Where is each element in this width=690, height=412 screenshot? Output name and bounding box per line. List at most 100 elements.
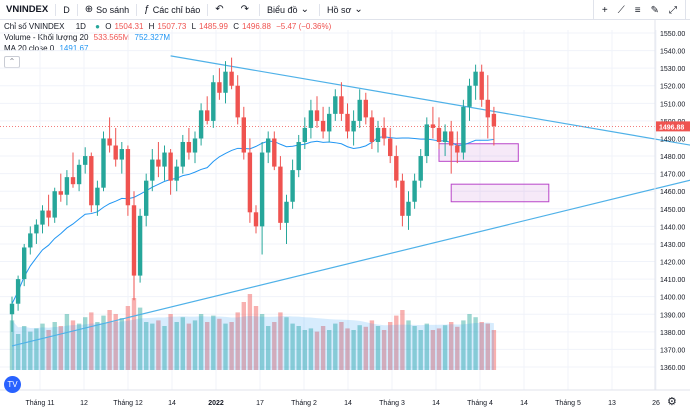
volume-bar [455,326,460,370]
undo-button[interactable]: ↶ [208,0,233,20]
gear-icon[interactable]: ⚙ [667,396,677,408]
redo-icon: ↷ [240,4,250,15]
volume-bar [131,298,137,370]
volume-bar [168,314,173,370]
candle-body [406,201,411,216]
x-tick-label: 14 [344,400,352,407]
volume-bar [339,322,344,370]
ma-label: MA 20 close 0 [4,44,55,53]
brush-icon[interactable]: ✎ [650,4,659,16]
candle-body [46,210,51,218]
x-tick-label: Tháng 4 [467,400,493,407]
candle-body [442,131,448,142]
candle-body [339,96,344,114]
volume-bar [308,328,314,370]
last-price-label: 1496.88 [659,124,684,131]
candle-body [131,205,137,276]
candle-body [418,156,423,181]
volume-bar [357,325,362,370]
volume-bar [28,331,33,370]
y-tick-label: 1550.00 [660,31,685,38]
cursor-icon[interactable]: + [601,4,608,16]
volume-bar [375,326,381,370]
volume-label: Volume - Khối lượng 20 [4,33,89,42]
symbol-search[interactable]: VNINDEX [6,4,49,15]
fullscreen-icon[interactable]: ⤢ [669,4,677,16]
fib-icon[interactable]: ≡ [634,4,641,16]
candle-body [491,113,497,127]
candle-body [412,180,417,202]
candle-body [174,166,179,181]
volume-bar [381,330,387,370]
volume-bar [9,320,15,370]
volume-ma-area [12,315,494,370]
y-tick-label: 1370.00 [660,347,685,354]
x-tick-label: 13 [608,400,616,407]
trend-line [170,55,690,146]
volume-bar [284,317,289,370]
volume-bar [180,317,185,370]
volume-bar [107,310,112,370]
y-tick-label: 1470.00 [660,172,685,179]
candle-body [76,164,82,185]
volume-bar [186,323,192,370]
price-chart[interactable]: 1360.00 1370.00 1380.00 1390.00 1400.00 1410.… [0,20,690,412]
indicators-button[interactable]: ƒ Các chỉ báo [137,0,207,20]
volume-bar [418,330,423,370]
redo-button[interactable]: ↷ [234,0,259,20]
volume-bar [327,330,332,370]
compare-button[interactable]: ⊕ So sánh [78,0,136,20]
drawing-tools: + ⟋ ≡ ✎ ⤢ [592,0,686,20]
volume-bar [388,322,393,370]
volume-bar [198,314,204,370]
chart-style-button[interactable]: Biểu đồ ⌄ [260,0,319,20]
x-tick-label: Tháng 12 [113,400,143,407]
candle-body [388,138,393,157]
volume-bar [473,317,478,370]
interval-button[interactable]: D [63,4,70,15]
candle-body [235,85,240,118]
x-tick-label: 26 [652,400,660,407]
candle-body [180,141,185,167]
trend-line-icon[interactable]: ⟋ [617,4,625,16]
candle-body [449,131,454,146]
volume-bar [351,330,356,370]
volume-bar [394,315,399,370]
volume-bar [424,323,429,370]
volume-bar [449,322,454,370]
candle-body [156,159,161,167]
candle-body [9,303,15,315]
template-label: Hồ sơ [326,4,352,15]
candle-body [320,120,326,132]
legend-interval: 1D [75,22,86,31]
volume-bar [40,323,45,370]
volume-bar [150,323,155,370]
volume-bar [34,328,39,370]
volume-bar [217,318,222,370]
y-tick-label: 1450.00 [660,207,685,214]
toolbar-divider [76,3,78,16]
collapse-legend-button[interactable]: ⌃ [4,56,20,68]
x-tick-label: Tháng 2 [291,400,317,407]
candle-body [113,145,118,160]
volume-bar [461,320,466,370]
volume-bar [95,322,100,370]
template-button[interactable]: Hồ sơ ⌄ [320,0,373,20]
last-price-badge [656,121,690,132]
legend-ma: MA 20 close 0 1491.67 [4,44,91,53]
undo-icon: ↶ [215,4,224,15]
candle-body [229,71,234,86]
candle-body [107,138,112,146]
plus-icon: ⊕ [84,4,94,15]
ma-value: 1491.67 [59,44,89,53]
candle-body [217,82,222,93]
x-tick-label: 2022 [208,400,224,407]
volume-bar [156,320,161,370]
tradingview-logo[interactable]: TV [4,376,21,393]
candle-body [381,127,387,139]
volume-value: 533.565M [93,33,130,42]
volume-bar [412,326,417,370]
y-tick-label: 1510.00 [660,101,685,108]
volume-bar [314,331,320,370]
x-tick-label: Tháng 3 [379,400,405,407]
